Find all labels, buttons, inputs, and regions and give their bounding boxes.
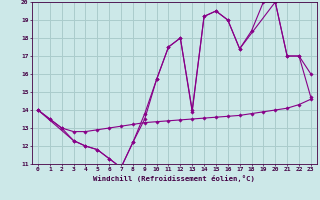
X-axis label: Windchill (Refroidissement éolien,°C): Windchill (Refroidissement éolien,°C) <box>93 175 255 182</box>
